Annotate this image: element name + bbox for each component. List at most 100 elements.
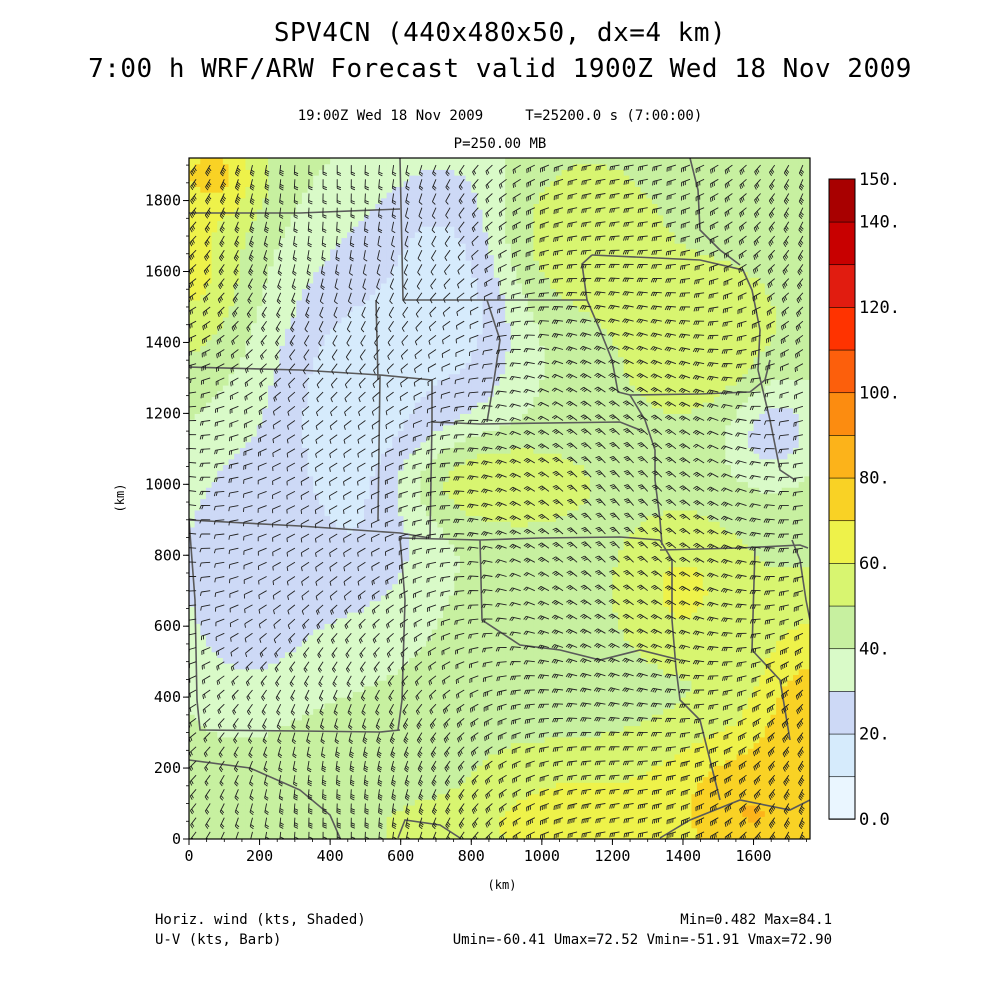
- field-cell: [285, 374, 291, 380]
- field-cell: [347, 828, 353, 834]
- field-cell: [262, 623, 268, 629]
- field-cell: [240, 175, 246, 181]
- field-cell: [313, 402, 319, 408]
- field-cell: [415, 464, 421, 470]
- field-cell: [336, 470, 342, 476]
- field-cell: [285, 192, 291, 198]
- field-cell: [358, 243, 364, 249]
- field-cell: [257, 737, 263, 743]
- field-cell: [313, 323, 319, 329]
- field-cell: [251, 447, 257, 453]
- field-cell: [229, 164, 235, 170]
- field-cell: [296, 618, 302, 624]
- field-cell: [364, 499, 370, 505]
- field-cell: [302, 317, 308, 323]
- field-cell: [195, 413, 201, 419]
- field-cell: [358, 198, 364, 204]
- field-cell: [364, 379, 370, 385]
- field-cell: [189, 544, 195, 550]
- field-cell: [313, 374, 319, 380]
- field-cell: [409, 186, 415, 192]
- field-cell: [409, 317, 415, 323]
- field-cell: [370, 663, 376, 669]
- field-cell: [234, 385, 240, 391]
- field-cell: [324, 158, 330, 164]
- field-cell: [251, 442, 257, 448]
- field-cell: [200, 357, 206, 363]
- field-cell: [353, 192, 359, 198]
- field-cell: [313, 788, 319, 794]
- field-cell: [245, 640, 251, 646]
- field-cell: [330, 510, 336, 516]
- field-cell: [302, 289, 308, 295]
- field-cell: [370, 283, 376, 289]
- field-cell: [206, 340, 212, 346]
- field-cell: [404, 646, 410, 652]
- field-cell: [330, 782, 336, 788]
- field-cell: [415, 470, 421, 476]
- field-cell: [370, 419, 376, 425]
- field-cell: [251, 601, 257, 607]
- field-cell: [392, 215, 398, 221]
- field-cell: [370, 300, 376, 306]
- field-cell: [415, 828, 421, 834]
- field-cell: [308, 601, 314, 607]
- field-cell: [364, 533, 370, 539]
- field-cell: [409, 669, 415, 675]
- field-cell: [200, 425, 206, 431]
- field-cell: [364, 419, 370, 425]
- field-cell: [229, 203, 235, 209]
- field-cell: [392, 680, 398, 686]
- field-cell: [364, 402, 370, 408]
- field-cell: [404, 527, 410, 533]
- field-cell: [347, 635, 353, 641]
- field-cell: [279, 436, 285, 442]
- field-cell: [296, 754, 302, 760]
- field-cell: [364, 578, 370, 584]
- field-cell: [347, 186, 353, 192]
- field-cell: [200, 743, 206, 749]
- field-cell: [353, 726, 359, 732]
- field-cell: [229, 499, 235, 505]
- field-cell: [257, 567, 263, 573]
- field-cell: [212, 181, 218, 187]
- field-cell: [308, 464, 314, 470]
- field-cell: [375, 635, 381, 641]
- field-cell: [415, 215, 421, 221]
- field-cell: [212, 215, 218, 221]
- field-cell: [296, 822, 302, 828]
- field-cell: [296, 663, 302, 669]
- field-cell: [268, 317, 274, 323]
- field-cell: [409, 691, 415, 697]
- field-cell: [262, 527, 268, 533]
- field-cell: [240, 232, 246, 238]
- field-cell: [296, 816, 302, 822]
- field-cell: [381, 169, 387, 175]
- field-cell: [268, 589, 274, 595]
- field-cell: [251, 430, 257, 436]
- field-cell: [302, 254, 308, 260]
- field-cell: [240, 760, 246, 766]
- field-cell: [200, 657, 206, 663]
- field-cell: [375, 192, 381, 198]
- field-cell: [217, 476, 223, 482]
- field-cell: [285, 794, 291, 800]
- field-cell: [341, 748, 347, 754]
- field-cell: [313, 260, 319, 266]
- field-cell: [200, 550, 206, 556]
- field-cell: [420, 657, 426, 663]
- field-cell: [189, 708, 195, 714]
- field-cell: [324, 402, 330, 408]
- field-cell: [308, 436, 314, 442]
- field-cell: [409, 652, 415, 658]
- field-cell: [364, 589, 370, 595]
- field-cell: [324, 340, 330, 346]
- field-cell: [268, 277, 274, 283]
- field-cell: [330, 226, 336, 232]
- field-cell: [392, 703, 398, 709]
- field-cell: [336, 663, 342, 669]
- field-cell: [279, 737, 285, 743]
- field-cell: [370, 254, 376, 260]
- field-cell: [229, 657, 235, 663]
- field-cell: [262, 391, 268, 397]
